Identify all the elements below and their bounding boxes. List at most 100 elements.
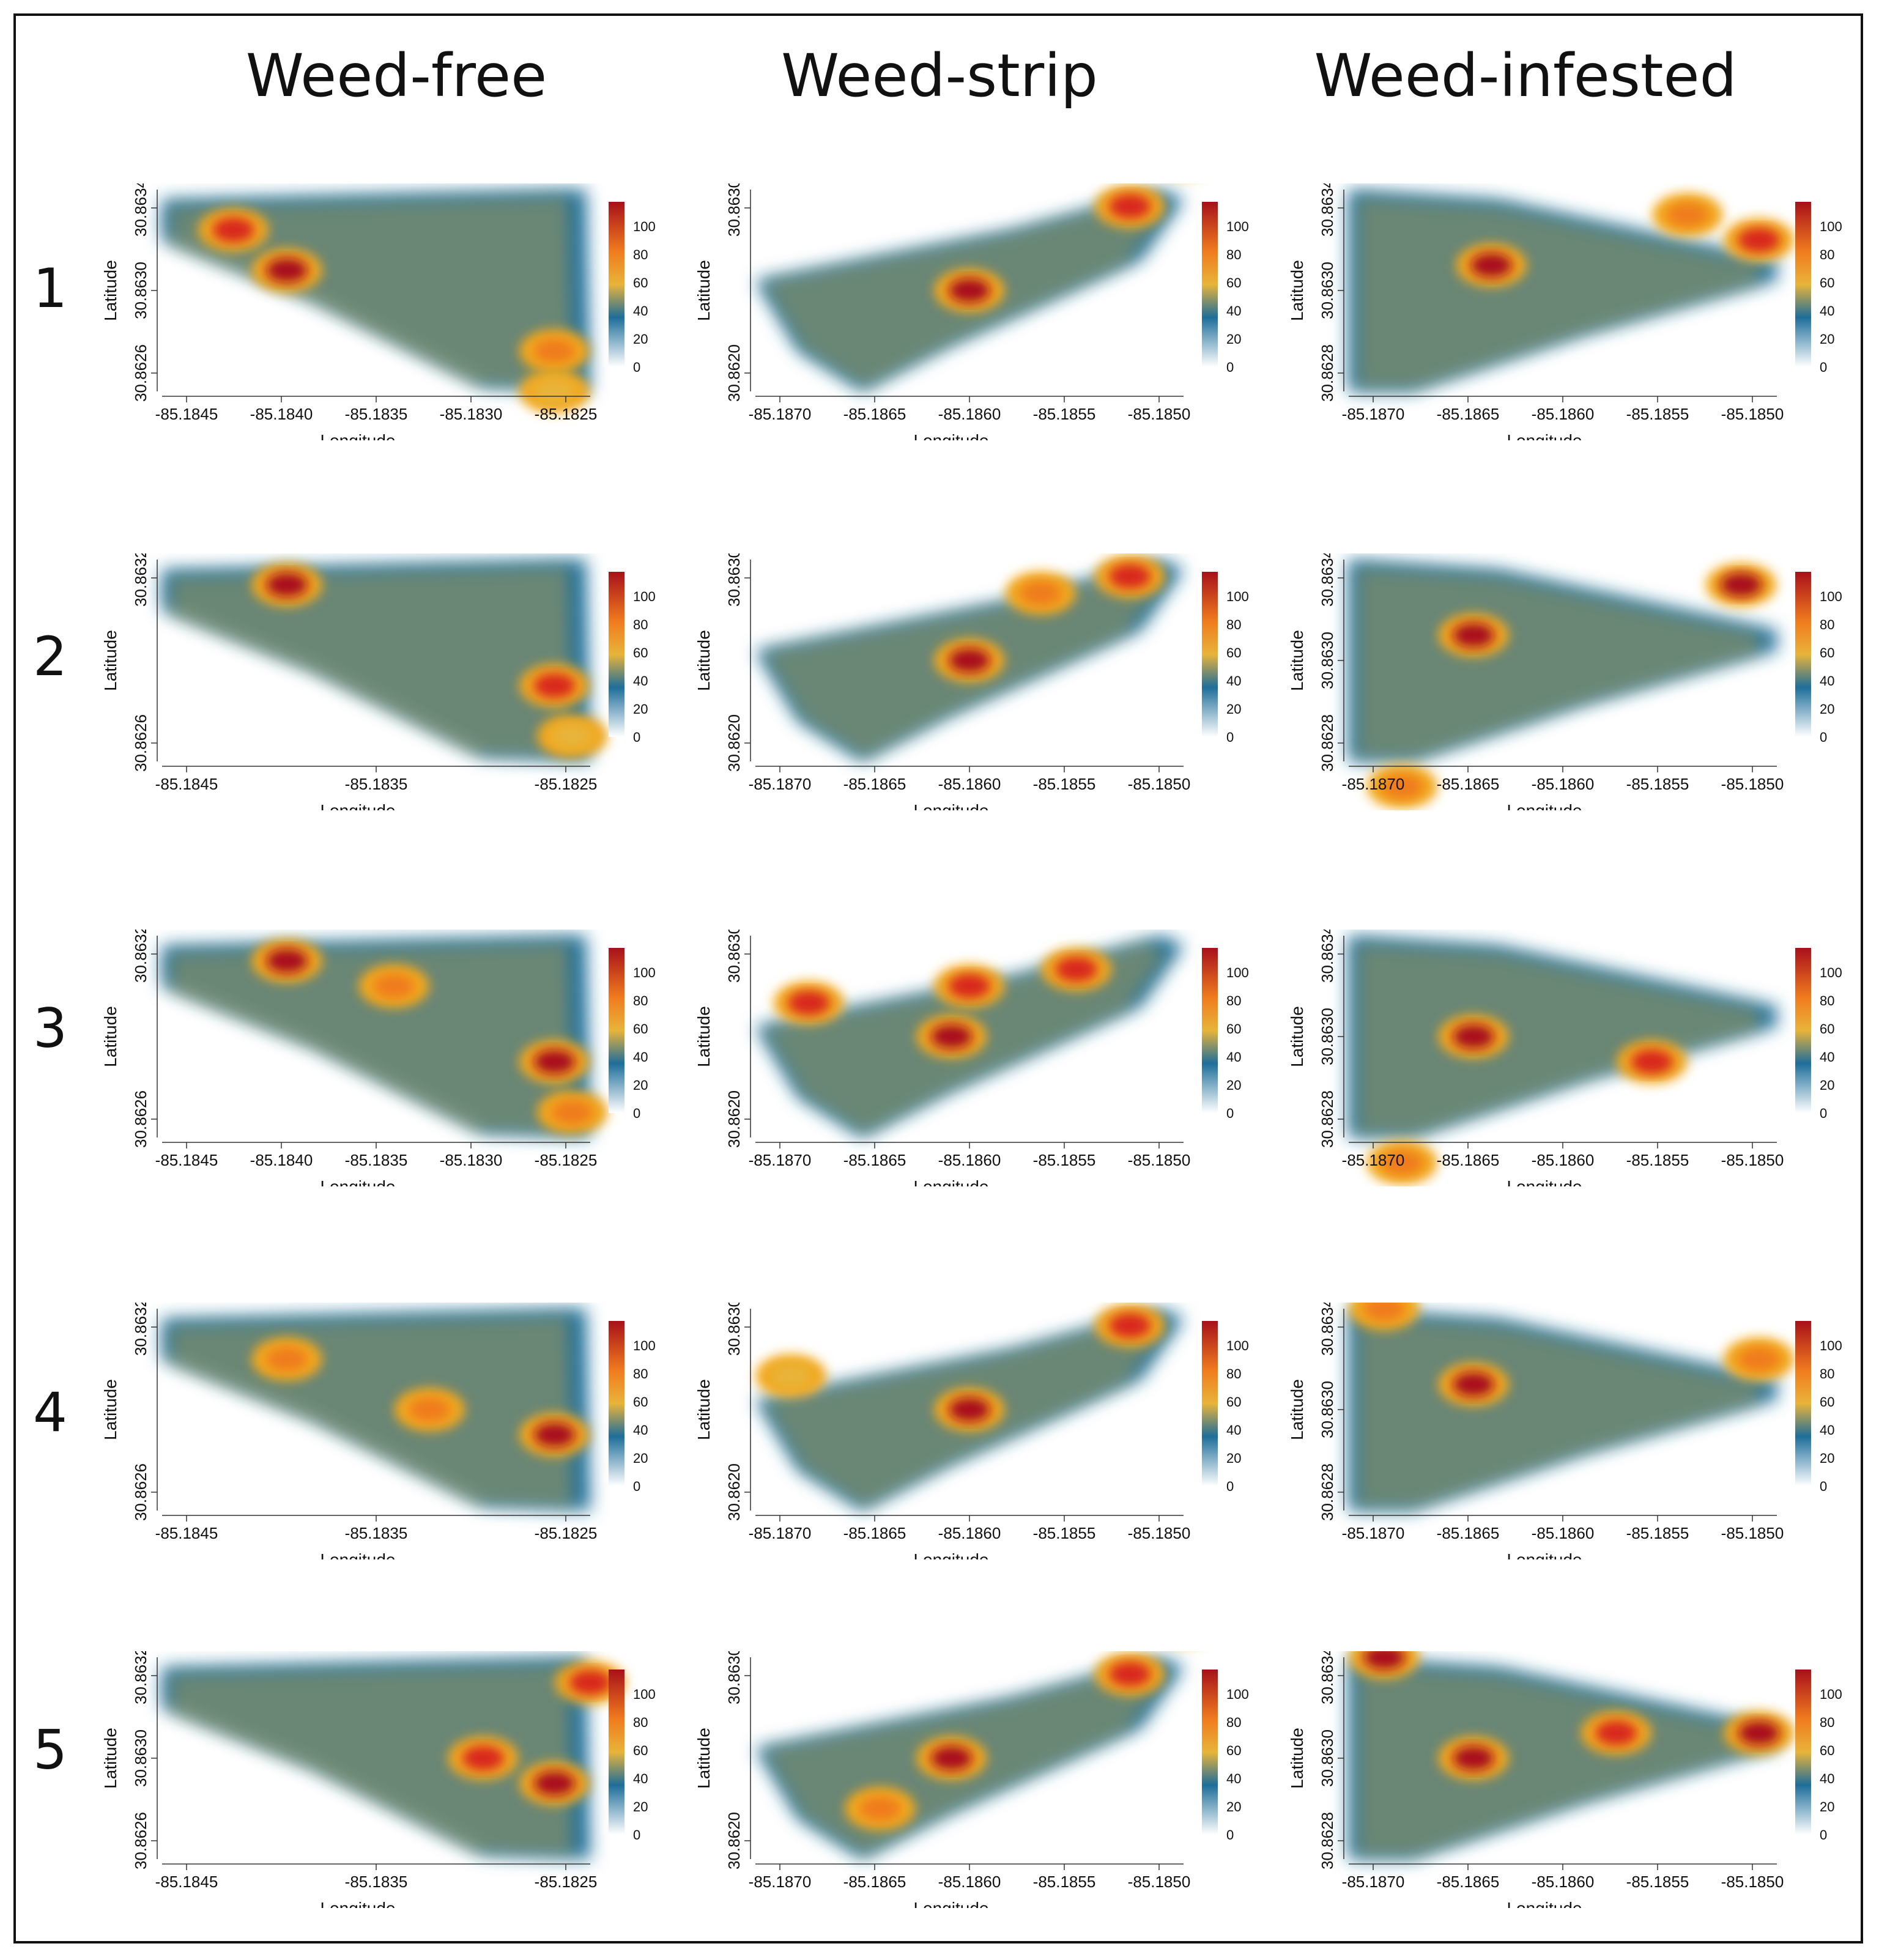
y-tick-label: 30.8632 bbox=[132, 930, 150, 983]
colorbar bbox=[1795, 1321, 1811, 1486]
heatmap-svg: -85.1870 -85.1865 -85.1860 -85.1855 -85.1850… bbox=[694, 134, 1276, 450]
colorbar-tick-label: 40 bbox=[1226, 1422, 1241, 1438]
y-tick-label: 30.8628 bbox=[1318, 714, 1336, 772]
y-axis-label: Latitude bbox=[101, 260, 120, 321]
field-density-midtone bbox=[171, 567, 574, 757]
y-tick-label: 30.8634 bbox=[132, 183, 150, 237]
colorbar-tick-label: 0 bbox=[633, 730, 640, 745]
hotspot bbox=[1109, 1662, 1151, 1687]
y-tick-label: 30.8634 bbox=[1318, 1303, 1336, 1356]
x-tick-label: -85.1835 bbox=[345, 775, 408, 793]
heatmap-panel: -85.1870 -85.1865 -85.1860 -85.1855 -85.1850… bbox=[1278, 179, 1869, 450]
colorbar-tick-label: 60 bbox=[1226, 645, 1241, 660]
hotspot bbox=[1453, 1372, 1495, 1397]
colorbar-tick-label: 80 bbox=[633, 993, 648, 1008]
x-tick-label: -85.1865 bbox=[843, 775, 906, 793]
y-tick-label: 30.8634 bbox=[1318, 553, 1336, 607]
hotspot bbox=[462, 1746, 504, 1770]
colorbar-tick-label: 100 bbox=[1226, 219, 1249, 234]
colorbar-tick-label: 40 bbox=[1226, 303, 1241, 319]
x-axis-label: Longitude bbox=[320, 1899, 395, 1908]
x-tick-label: -85.1850 bbox=[1128, 1524, 1191, 1542]
heatmap-panel: -85.1870 -85.1865 -85.1860 -85.1855 -85.1850… bbox=[685, 925, 1276, 1196]
colorbar bbox=[609, 948, 624, 1113]
colorbar-tick-label: 20 bbox=[1820, 331, 1834, 347]
heatmap-svg: -85.1845 -85.1835 -85.1825 30.8632 30.8630 30… bbox=[101, 1647, 683, 1918]
hotspot bbox=[266, 949, 308, 974]
colorbar bbox=[609, 1670, 624, 1835]
heatmap-panel: -85.1845 -85.1835 -85.1825 30.8632 30.8626 Lo… bbox=[92, 1298, 683, 1569]
hotspot bbox=[1631, 1049, 1673, 1074]
hotspot bbox=[533, 1049, 576, 1074]
y-axis-label: Latitude bbox=[1288, 1379, 1306, 1440]
x-tick-label: -85.1845 bbox=[155, 775, 218, 793]
hotspot bbox=[1381, 774, 1423, 799]
colorbar-tick-label: 80 bbox=[1820, 1366, 1834, 1381]
colorbar-tick-label: 100 bbox=[633, 219, 656, 234]
hotspot bbox=[569, 1670, 611, 1695]
colorbar-tick-label: 40 bbox=[1226, 1049, 1241, 1065]
colorbar-tick-label: 40 bbox=[633, 673, 648, 689]
colorbar-tick-label: 0 bbox=[1820, 360, 1827, 375]
x-tick-label: -85.1870 bbox=[749, 775, 812, 793]
row-label-1: 1 bbox=[33, 257, 67, 320]
colorbar-tick-label: 80 bbox=[1820, 617, 1834, 632]
x-tick-label: -85.1855 bbox=[1033, 1873, 1096, 1891]
field-density-midtone bbox=[1357, 197, 1760, 387]
x-axis-label: Longitude bbox=[913, 431, 988, 440]
colorbar-tick-label: 80 bbox=[1226, 993, 1241, 1008]
hotspot bbox=[949, 648, 990, 673]
x-tick-label: -85.1825 bbox=[535, 1873, 598, 1891]
x-axis-label: Longitude bbox=[1507, 801, 1582, 810]
y-tick-label: 30.8630 bbox=[1318, 1008, 1336, 1065]
y-tick-label: 30.8620 bbox=[725, 344, 743, 402]
y-tick-label: 30.8626 bbox=[132, 344, 150, 402]
hotspot bbox=[1453, 1024, 1495, 1049]
hotspot bbox=[533, 379, 576, 404]
hotspot bbox=[266, 258, 308, 283]
y-tick-label: 30.8620 bbox=[725, 1812, 743, 1869]
y-tick-label: 30.8628 bbox=[1318, 1463, 1336, 1521]
x-tick-label: -85.1850 bbox=[1721, 1151, 1784, 1169]
x-tick-label: -85.1845 bbox=[155, 1151, 218, 1169]
x-tick-label: -85.1865 bbox=[1437, 1151, 1500, 1169]
field-density-midtone bbox=[171, 1316, 574, 1506]
colorbar-tick-label: 100 bbox=[1226, 965, 1249, 980]
row-label-5: 5 bbox=[33, 1718, 67, 1781]
x-tick-label: -85.1845 bbox=[155, 1524, 218, 1542]
heatmap-panel: -85.1870 -85.1865 -85.1860 -85.1855 -85.1850… bbox=[1278, 925, 1869, 1196]
x-axis-label: Longitude bbox=[320, 801, 395, 810]
y-tick-label: 30.8630 bbox=[725, 930, 743, 983]
y-axis-label: Latitude bbox=[1288, 260, 1306, 321]
hotspot bbox=[1109, 564, 1151, 589]
field-density-midtone bbox=[171, 943, 574, 1133]
x-tick-label: -85.1870 bbox=[749, 405, 812, 423]
x-axis-label: Longitude bbox=[913, 1550, 988, 1559]
colorbar-tick-label: 20 bbox=[633, 1078, 648, 1093]
colorbar bbox=[1795, 572, 1811, 737]
heatmap-panel: -85.1845 -85.1840 -85.1835 -85.1830 -85.1825… bbox=[92, 179, 683, 450]
x-tick-label: -85.1865 bbox=[843, 1524, 906, 1542]
heatmap-svg: -85.1870 -85.1865 -85.1860 -85.1855 -85.1850… bbox=[694, 1298, 1276, 1569]
colorbar-tick-label: 40 bbox=[1226, 1771, 1241, 1786]
heatmap-panel: -85.1870 -85.1865 -85.1860 -85.1855 -85.1850… bbox=[1278, 1635, 1869, 1918]
heatmap-svg: -85.1845 -85.1835 -85.1825 30.8632 30.8626 Lo… bbox=[101, 1298, 683, 1569]
y-tick-label: 30.8630 bbox=[1318, 1729, 1336, 1787]
colorbar bbox=[1202, 1321, 1218, 1486]
hotspot bbox=[533, 1771, 576, 1796]
hotspot bbox=[373, 974, 415, 999]
heatmap-panel: -85.1845 -85.1840 -85.1835 -85.1830 -85.1825… bbox=[92, 925, 683, 1196]
colorbar-tick-label: 60 bbox=[633, 275, 648, 290]
x-axis-label: Longitude bbox=[1507, 1177, 1582, 1186]
y-axis-label: Latitude bbox=[101, 1728, 120, 1789]
hotspot bbox=[1453, 1746, 1495, 1770]
x-tick-label: -85.1845 bbox=[155, 405, 218, 423]
hotspot bbox=[1738, 1347, 1780, 1372]
y-tick-label: 30.8630 bbox=[725, 553, 743, 607]
hotspot bbox=[788, 991, 830, 1015]
x-tick-label: -85.1845 bbox=[155, 1873, 218, 1891]
heatmap-panel: -85.1845 -85.1835 -85.1825 30.8632 30.8626 Lo… bbox=[92, 549, 683, 820]
field-density-midtone bbox=[1357, 1665, 1760, 1855]
hotspot bbox=[1738, 227, 1780, 253]
x-tick-label: -85.1870 bbox=[1342, 1873, 1405, 1891]
